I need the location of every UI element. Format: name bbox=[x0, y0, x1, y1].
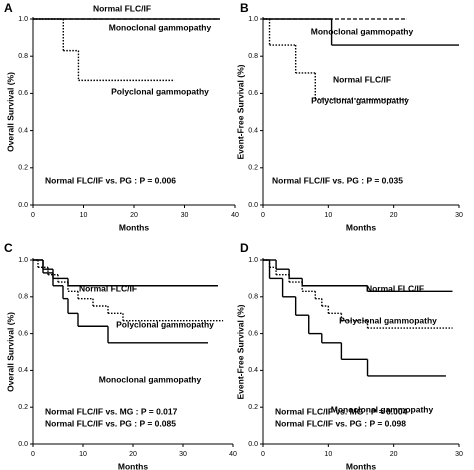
x-tick-label: 0 bbox=[31, 451, 35, 458]
x-tick-label: 10 bbox=[324, 451, 332, 458]
series-label: Normal FLC/IF bbox=[93, 3, 151, 13]
y-axis-label: Overall Survival (%) bbox=[5, 312, 15, 392]
series-label: Normal FLC/IF bbox=[366, 283, 424, 293]
x-tick-label: 30 bbox=[455, 451, 463, 458]
x-axis-label: Months bbox=[346, 461, 376, 470]
y-axis-label: Overall Survival (%) bbox=[5, 72, 15, 152]
annotation: Normal FLC/IF vs. MG : P = 0.017 bbox=[45, 406, 178, 416]
panel-letter: D bbox=[240, 241, 249, 255]
x-axis-label: Months bbox=[119, 222, 149, 232]
x-axis-label: Months bbox=[118, 461, 148, 470]
y-tick-label: 0.8 bbox=[18, 294, 28, 301]
x-tick-label: 30 bbox=[181, 212, 189, 219]
y-axis-label: Event-Free Survival (%) bbox=[235, 304, 245, 399]
y-tick-label: 0.0 bbox=[18, 202, 28, 209]
x-tick-label: 0 bbox=[261, 451, 265, 458]
x-tick-label: 20 bbox=[390, 212, 398, 219]
annotation: Normal FLC/IF vs. MG : P = 0.004 bbox=[275, 406, 408, 416]
series-label: Polyclonal gammopathy bbox=[339, 315, 437, 325]
y-tick-label: 0.6 bbox=[248, 330, 258, 337]
x-tick-label: 0 bbox=[31, 212, 35, 219]
x-tick-label: 40 bbox=[231, 212, 239, 219]
series-label: Monoclonal gammopathy bbox=[99, 374, 202, 384]
series-label: Normal FLC/IF bbox=[79, 283, 137, 293]
panel-letter: A bbox=[4, 1, 13, 15]
x-tick-label: 20 bbox=[130, 212, 138, 219]
x-axis-label: Months bbox=[346, 222, 376, 232]
y-tick-label: 0.8 bbox=[18, 53, 28, 60]
y-tick-label: 0.4 bbox=[248, 367, 258, 374]
x-tick-label: 30 bbox=[455, 212, 463, 219]
annotation: Normal FLC/IF vs. PG : P = 0.006 bbox=[45, 175, 176, 185]
panel-letter: C bbox=[4, 241, 13, 255]
y-tick-label: 1.0 bbox=[248, 16, 258, 23]
y-tick-label: 0.2 bbox=[18, 165, 28, 172]
x-tick-label: 10 bbox=[79, 451, 87, 458]
y-tick-label: 0.0 bbox=[248, 202, 258, 209]
x-tick-label: 40 bbox=[229, 451, 237, 458]
y-tick-label: 0.6 bbox=[248, 90, 258, 97]
y-tick-label: 0.4 bbox=[248, 127, 258, 134]
x-tick-label: 20 bbox=[390, 451, 398, 458]
series-label: Monoclonal gammopathy bbox=[331, 404, 434, 414]
x-tick-label: 10 bbox=[324, 212, 332, 219]
y-tick-label: 0.2 bbox=[18, 404, 28, 411]
x-tick-label: 30 bbox=[179, 451, 187, 458]
annotation: Normal FLC/IF vs. PG : P = 0.035 bbox=[272, 175, 403, 185]
y-tick-label: 1.0 bbox=[248, 257, 258, 264]
y-tick-label: 1.0 bbox=[18, 257, 28, 264]
y-tick-label: 0.8 bbox=[248, 53, 258, 60]
y-tick-label: 0.8 bbox=[248, 294, 258, 301]
x-tick-label: 20 bbox=[129, 451, 137, 458]
y-tick-label: 1.0 bbox=[18, 16, 28, 23]
series-label: Monoclonal gammopathy bbox=[311, 26, 414, 36]
annotation: Normal FLC/IF vs. PG : P = 0.085 bbox=[45, 418, 176, 428]
y-axis-label: Event-Free Survival (%) bbox=[235, 64, 245, 159]
y-tick-label: 0.0 bbox=[18, 441, 28, 448]
y-tick-label: 0.6 bbox=[18, 90, 28, 97]
series-label: Polyclonal gammopathy bbox=[111, 86, 209, 96]
y-tick-label: 0.4 bbox=[18, 127, 28, 134]
y-tick-label: 0.2 bbox=[248, 165, 258, 172]
panel-letter: B bbox=[240, 1, 249, 15]
series-label: Polyclonal gammopathy bbox=[116, 319, 214, 329]
y-tick-label: 0.6 bbox=[18, 330, 28, 337]
x-tick-label: 10 bbox=[80, 212, 88, 219]
series-label: Monoclonal gammopathy bbox=[109, 22, 212, 32]
y-tick-label: 0.2 bbox=[248, 404, 258, 411]
series-label: Normal FLC/IF bbox=[333, 74, 391, 84]
annotation: Normal FLC/IF vs. PG : P = 0.098 bbox=[275, 418, 406, 428]
y-tick-label: 0.4 bbox=[18, 367, 28, 374]
series-label: Polyclonal gammopathy bbox=[311, 95, 409, 105]
y-tick-label: 0.0 bbox=[248, 441, 258, 448]
x-tick-label: 0 bbox=[261, 212, 265, 219]
